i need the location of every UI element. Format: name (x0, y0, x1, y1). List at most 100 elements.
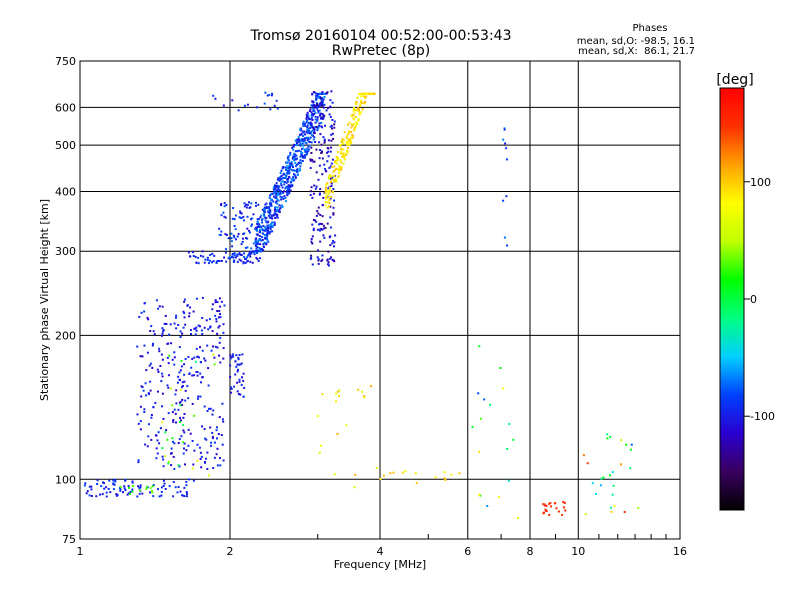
data-point (327, 155, 330, 158)
data-point (205, 438, 208, 441)
data-point (218, 416, 221, 419)
data-point (219, 234, 222, 236)
data-point (212, 94, 215, 97)
data-point (261, 238, 264, 241)
data-point (123, 487, 126, 490)
data-point (263, 215, 266, 218)
data-point (303, 148, 306, 151)
data-point (182, 416, 185, 419)
data-point (311, 119, 314, 121)
data-point (219, 336, 222, 339)
data-point (138, 487, 141, 490)
data-point (157, 307, 159, 310)
data-point (271, 225, 274, 228)
data-point (336, 432, 339, 435)
data-point (331, 178, 334, 181)
data-point (310, 134, 313, 136)
data-point (105, 491, 108, 494)
data-point (323, 103, 326, 106)
data-point (225, 234, 228, 236)
data-point (256, 106, 259, 109)
data-point (306, 137, 309, 140)
data-point (234, 214, 237, 217)
data-point (443, 477, 446, 480)
data-point (275, 186, 278, 189)
data-point (331, 258, 334, 261)
data-point (264, 216, 267, 219)
data-point (244, 261, 247, 264)
data-point (328, 166, 331, 169)
data-point (312, 160, 315, 163)
data-point (328, 201, 331, 204)
data-point (262, 232, 265, 235)
data-point (214, 345, 217, 348)
data-point (249, 260, 252, 263)
data-point (269, 225, 272, 228)
data-point (564, 509, 567, 512)
data-point (161, 447, 164, 450)
data-point (308, 118, 311, 120)
data-point (554, 502, 557, 505)
data-point (292, 155, 295, 158)
y-tick-label: 400 (55, 185, 76, 198)
data-point (343, 131, 346, 134)
data-point (213, 254, 216, 257)
data-point (231, 353, 234, 356)
data-point (183, 486, 186, 489)
data-point (263, 206, 266, 209)
data-point (364, 92, 367, 95)
data-point (322, 224, 325, 227)
data-point (331, 158, 334, 161)
data-point (185, 480, 188, 483)
data-point (229, 357, 232, 360)
data-point (182, 424, 185, 426)
data-point (285, 200, 287, 203)
data-point (289, 153, 292, 156)
data-point (343, 157, 346, 160)
data-point (629, 467, 632, 470)
data-point (119, 489, 122, 492)
data-point (269, 209, 272, 212)
data-point (172, 420, 175, 423)
data-point (236, 370, 239, 373)
data-point (222, 347, 225, 350)
data-point (182, 441, 185, 444)
data-point (315, 214, 318, 217)
data-point (324, 204, 327, 207)
data-point (180, 494, 183, 497)
data-point (277, 187, 280, 190)
data-point (246, 227, 249, 230)
data-point (254, 226, 257, 229)
data-point (236, 363, 239, 366)
data-point (234, 373, 237, 376)
data-point (177, 486, 180, 488)
data-point (320, 152, 323, 154)
data-point (264, 234, 266, 237)
data-point (128, 486, 130, 489)
data-point (231, 256, 233, 258)
data-point (160, 353, 163, 356)
data-point (183, 442, 186, 445)
data-point (237, 393, 240, 395)
data-point (287, 184, 290, 187)
data-point (309, 194, 312, 196)
data-point (286, 172, 289, 175)
data-point (180, 404, 183, 407)
data-point (284, 196, 287, 199)
data-point (368, 92, 371, 95)
data-point (178, 371, 181, 374)
data-point (256, 225, 259, 228)
data-point (150, 438, 153, 441)
data-point (224, 251, 227, 254)
data-point (191, 402, 194, 405)
data-point (199, 254, 202, 257)
data-point (290, 178, 293, 181)
data-point (131, 490, 134, 493)
data-point (162, 479, 165, 482)
data-point (284, 187, 287, 190)
data-point (284, 181, 287, 183)
data-point (316, 127, 319, 130)
data-point (302, 124, 305, 127)
data-point (302, 122, 304, 125)
data-point (351, 134, 354, 136)
